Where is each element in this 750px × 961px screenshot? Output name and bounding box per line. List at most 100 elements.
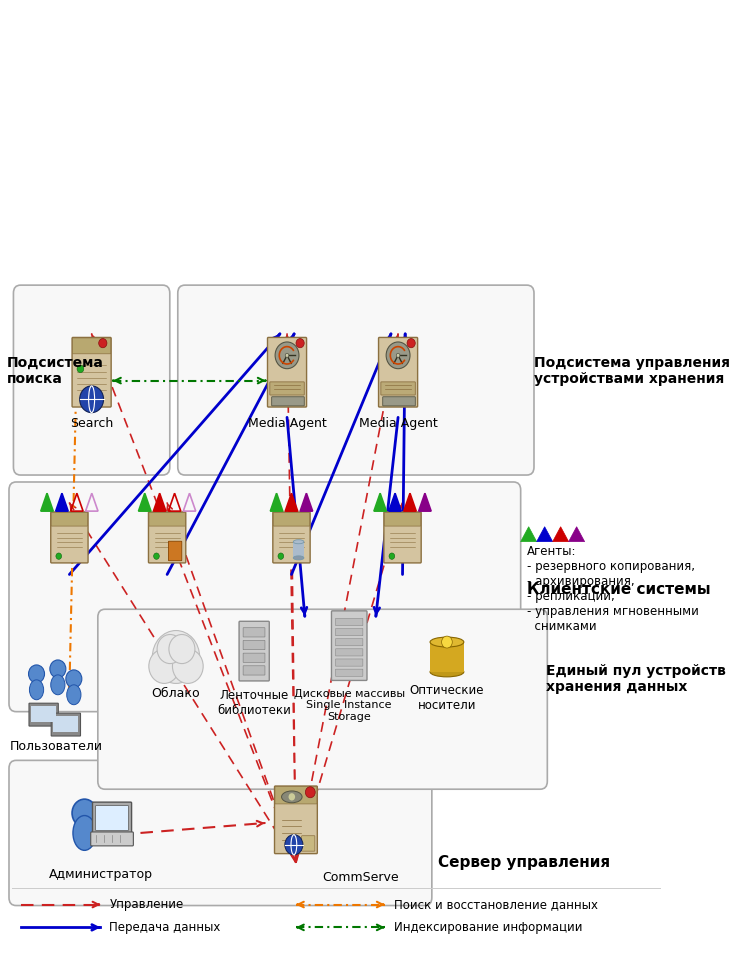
FancyBboxPatch shape (73, 338, 111, 354)
FancyBboxPatch shape (273, 512, 310, 563)
Polygon shape (285, 493, 298, 511)
Circle shape (169, 634, 195, 664)
FancyBboxPatch shape (384, 512, 421, 526)
Circle shape (396, 354, 400, 357)
Ellipse shape (29, 679, 44, 700)
FancyBboxPatch shape (92, 802, 131, 834)
Circle shape (305, 787, 315, 798)
FancyBboxPatch shape (384, 512, 422, 563)
Text: Дисковые массивы
Single Instance
Storage: Дисковые массивы Single Instance Storage (294, 689, 405, 722)
Text: Ленточные
библиотеки: Ленточные библиотеки (217, 689, 291, 717)
FancyBboxPatch shape (382, 397, 416, 406)
FancyBboxPatch shape (335, 628, 363, 635)
FancyBboxPatch shape (293, 542, 304, 559)
Text: Поиск и восстановление данных: Поиск и восстановление данных (394, 898, 598, 911)
Text: Search: Search (70, 417, 113, 431)
FancyBboxPatch shape (332, 611, 367, 680)
Ellipse shape (51, 675, 65, 695)
Text: Подсистема
поиска: Подсистема поиска (8, 356, 104, 385)
Polygon shape (56, 493, 68, 511)
Text: Индексирование информации: Индексирование информации (394, 921, 582, 934)
Circle shape (285, 354, 289, 357)
FancyBboxPatch shape (335, 649, 363, 656)
FancyBboxPatch shape (272, 397, 304, 406)
Polygon shape (270, 493, 283, 511)
Ellipse shape (293, 555, 304, 560)
FancyBboxPatch shape (91, 832, 134, 846)
FancyBboxPatch shape (95, 805, 128, 830)
FancyBboxPatch shape (53, 716, 78, 731)
Polygon shape (537, 527, 553, 542)
FancyBboxPatch shape (335, 639, 363, 646)
Polygon shape (520, 527, 537, 542)
FancyBboxPatch shape (275, 786, 317, 804)
FancyBboxPatch shape (72, 337, 111, 407)
Circle shape (278, 553, 284, 559)
Ellipse shape (73, 816, 96, 850)
FancyBboxPatch shape (268, 337, 307, 407)
FancyBboxPatch shape (243, 653, 265, 662)
FancyBboxPatch shape (98, 609, 548, 789)
Text: Облако: Облако (152, 687, 200, 700)
Circle shape (152, 630, 200, 683)
FancyBboxPatch shape (178, 285, 534, 475)
Circle shape (296, 338, 304, 348)
FancyBboxPatch shape (13, 285, 170, 475)
Polygon shape (40, 493, 53, 511)
Text: Единый пул устройств
хранения данных: Единый пул устройств хранения данных (547, 664, 726, 694)
Polygon shape (154, 493, 166, 511)
Circle shape (56, 553, 62, 559)
FancyBboxPatch shape (239, 621, 269, 681)
Circle shape (28, 665, 44, 683)
FancyBboxPatch shape (270, 382, 304, 395)
Ellipse shape (281, 791, 302, 802)
Polygon shape (374, 493, 386, 511)
Circle shape (386, 342, 410, 369)
FancyBboxPatch shape (148, 512, 186, 563)
Text: Передача данных: Передача данных (110, 921, 220, 934)
Text: Управление: Управление (110, 898, 184, 911)
Text: Пользователи: Пользователи (10, 741, 103, 753)
FancyBboxPatch shape (149, 512, 185, 526)
FancyBboxPatch shape (379, 337, 418, 407)
Ellipse shape (430, 637, 464, 647)
Polygon shape (568, 527, 585, 542)
Circle shape (72, 800, 97, 827)
FancyBboxPatch shape (51, 512, 88, 563)
Ellipse shape (293, 540, 304, 544)
Text: Подсистема управления
устройствами хранения: Подсистема управления устройствами хране… (534, 356, 730, 385)
Polygon shape (388, 493, 401, 511)
FancyBboxPatch shape (29, 703, 58, 727)
Text: CommServe: CommServe (322, 871, 399, 884)
Polygon shape (553, 527, 568, 542)
FancyBboxPatch shape (51, 713, 80, 736)
FancyBboxPatch shape (335, 618, 363, 626)
Circle shape (154, 553, 159, 559)
Text: Агенты:
- резервного копирования,
- архивирования,
- репликации,
- управления мг: Агенты: - резервного копирования, - архи… (527, 545, 699, 632)
Ellipse shape (67, 685, 81, 704)
FancyBboxPatch shape (335, 659, 363, 666)
Ellipse shape (430, 667, 464, 677)
Circle shape (148, 649, 179, 683)
Circle shape (66, 670, 82, 688)
FancyBboxPatch shape (243, 666, 265, 675)
Text: Media Agent: Media Agent (248, 417, 326, 431)
Circle shape (157, 634, 183, 664)
FancyBboxPatch shape (9, 760, 432, 905)
Text: Клиентские системы: Клиентские системы (527, 581, 710, 597)
Polygon shape (139, 493, 151, 511)
Polygon shape (404, 493, 416, 511)
Circle shape (80, 386, 104, 412)
FancyBboxPatch shape (335, 669, 363, 677)
Text: Администратор: Администратор (49, 868, 152, 880)
FancyBboxPatch shape (32, 705, 56, 722)
FancyBboxPatch shape (9, 482, 520, 712)
Circle shape (77, 365, 84, 373)
Circle shape (275, 342, 299, 369)
FancyBboxPatch shape (381, 382, 416, 395)
FancyBboxPatch shape (169, 541, 182, 560)
Circle shape (389, 553, 394, 559)
Circle shape (285, 835, 303, 855)
FancyBboxPatch shape (430, 642, 464, 672)
Circle shape (172, 649, 203, 683)
